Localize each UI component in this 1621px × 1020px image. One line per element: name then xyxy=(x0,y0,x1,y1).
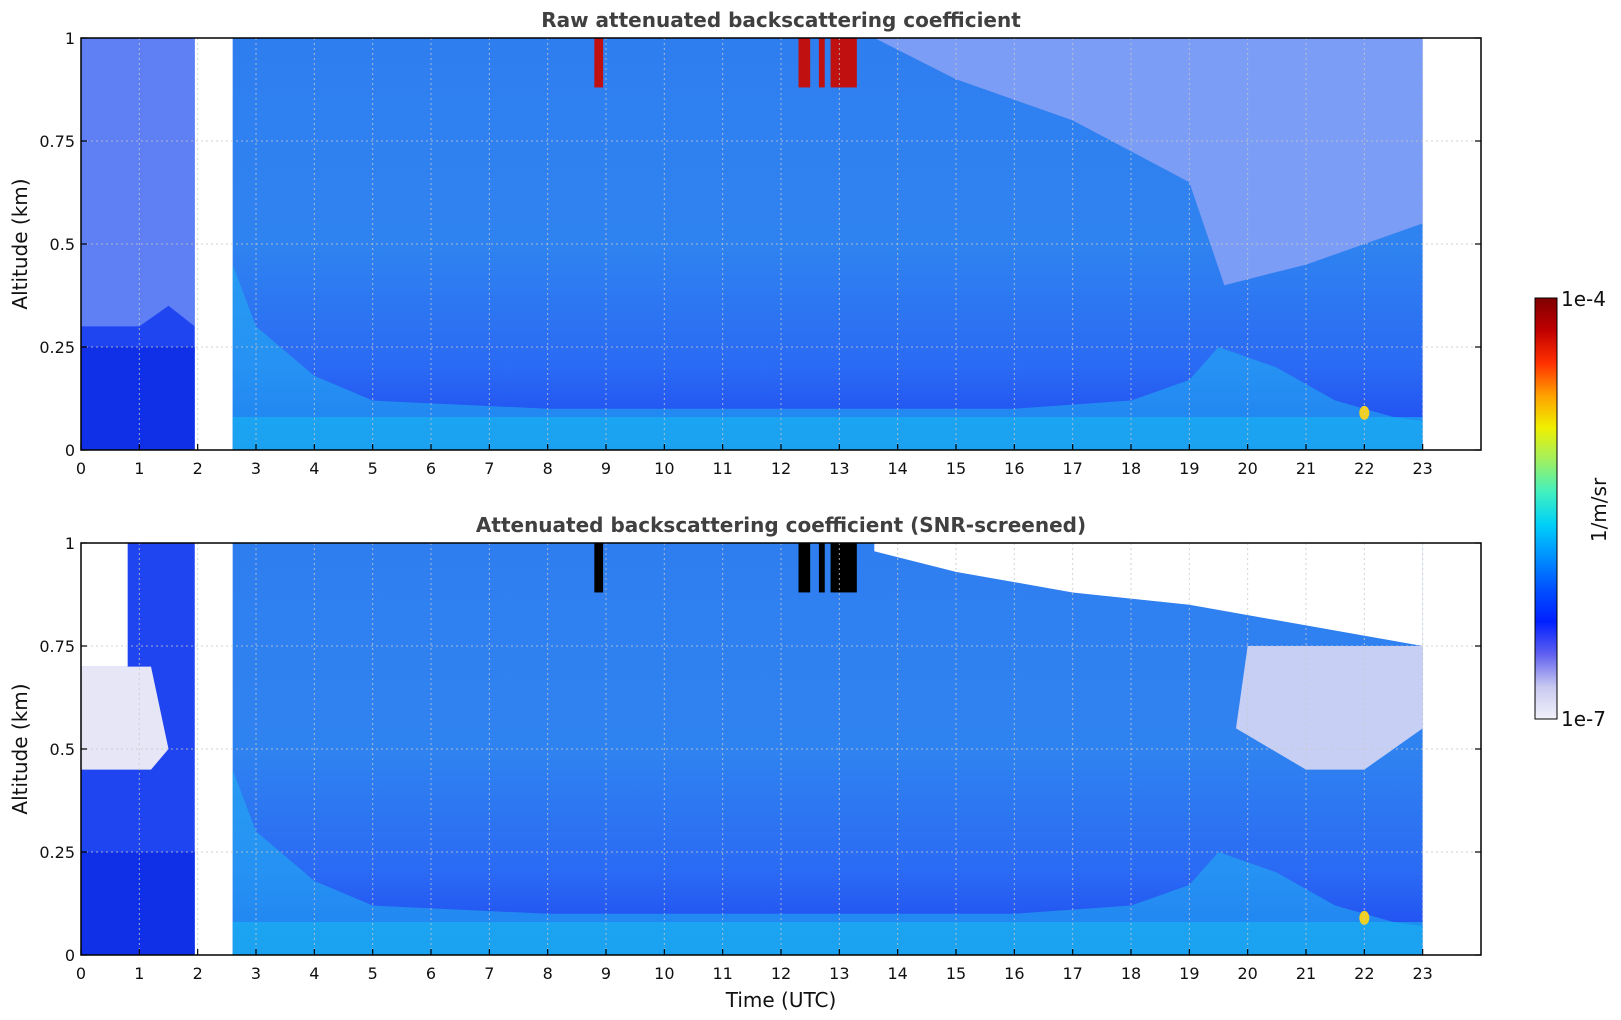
y-tick-label: 0.25 xyxy=(39,843,75,862)
x-tick-label: 19 xyxy=(1179,459,1199,478)
x-tick-label: 0 xyxy=(76,459,86,478)
x-tick-label: 18 xyxy=(1121,964,1141,983)
x-tick-label: 4 xyxy=(309,459,319,478)
y-ticks-screened: 0 0.25 0.5 0.75 1 xyxy=(39,534,1481,965)
x-tick-label: 9 xyxy=(601,964,611,983)
x-tick-label: 13 xyxy=(829,964,849,983)
night-layer xyxy=(81,347,195,450)
x-tick-label: 20 xyxy=(1237,459,1257,478)
x-tick-label: 4 xyxy=(309,964,319,983)
night-layer xyxy=(81,852,195,955)
x-tick-label: 15 xyxy=(946,459,966,478)
x-tick-label: 15 xyxy=(946,964,966,983)
colorbar: 1e-4 1e-7 1/m/sr xyxy=(1534,287,1611,731)
screened-out xyxy=(81,543,128,667)
x-tick-label: 16 xyxy=(1004,459,1024,478)
y-axis-label-screened: Altitude (km) xyxy=(8,683,32,814)
colorbar-max-label: 1e-4 xyxy=(1561,287,1606,311)
high-backscatter-column xyxy=(594,38,604,88)
high-backscatter-column xyxy=(594,543,604,593)
colorbar-gradient xyxy=(1534,297,1558,720)
x-tick-label: 18 xyxy=(1121,459,1141,478)
x-tick-label: 8 xyxy=(543,459,553,478)
x-tick-label: 17 xyxy=(1062,964,1082,983)
x-tick-label: 0 xyxy=(76,964,86,983)
low-snr-layer xyxy=(81,666,169,770)
x-tick-label: 7 xyxy=(484,459,494,478)
panel-title-screened: Attenuated backscattering coefficient (S… xyxy=(476,513,1086,537)
y-tick-label: 0.5 xyxy=(50,740,75,759)
high-backscatter-column xyxy=(830,543,857,593)
x-tick-label: 7 xyxy=(484,964,494,983)
panel-title-raw: Raw attenuated backscattering coefficien… xyxy=(541,8,1021,32)
high-backscatter-column xyxy=(830,38,857,88)
x-tick-label: 2 xyxy=(193,964,203,983)
x-tick-label: 20 xyxy=(1237,964,1257,983)
y-tick-label: 0.75 xyxy=(39,132,75,151)
x-ticks-raw: 0 1 2 3 4 5 6 7 8 9 10 11 12 13 14 15 16 17 18 19 20 21 22 23 xyxy=(76,444,1433,478)
aerosol-plume xyxy=(1359,405,1370,420)
screened-out xyxy=(874,543,1423,646)
x-tick-label: 19 xyxy=(1179,964,1199,983)
y-axis-label-raw: Altitude (km) xyxy=(8,178,32,309)
y-tick-label: 0 xyxy=(65,441,75,460)
x-tick-label: 14 xyxy=(887,964,907,983)
surface-layer xyxy=(232,922,1423,955)
x-tick-label: 10 xyxy=(654,964,674,983)
noise-region xyxy=(874,38,1423,286)
aerosol-plume xyxy=(1359,910,1370,925)
x-tick-label: 11 xyxy=(712,459,732,478)
x-tick-label: 1 xyxy=(134,964,144,983)
x-tick-label: 11 xyxy=(712,964,732,983)
y-tick-label: 1 xyxy=(65,29,75,48)
x-tick-label: 23 xyxy=(1412,459,1432,478)
x-tick-label: 3 xyxy=(251,459,261,478)
x-tick-label: 22 xyxy=(1354,459,1374,478)
y-tick-label: 0 xyxy=(65,946,75,965)
x-axis-label: Time (UTC) xyxy=(725,988,837,1012)
x-tick-label: 17 xyxy=(1062,459,1082,478)
noise-region xyxy=(81,38,195,327)
x-tick-label: 10 xyxy=(654,459,674,478)
y-ticks-raw: 0 0.25 0.5 0.75 1 xyxy=(39,29,1481,460)
boundary-layer xyxy=(232,769,1423,955)
x-tick-label: 5 xyxy=(368,964,378,983)
y-tick-label: 0.75 xyxy=(39,637,75,656)
x-tick-label: 2 xyxy=(193,459,203,478)
x-tick-label: 16 xyxy=(1004,964,1024,983)
low-snr-layer xyxy=(1236,646,1423,770)
x-tick-label: 3 xyxy=(251,964,261,983)
x-tick-label: 12 xyxy=(771,964,791,983)
x-tick-label: 1 xyxy=(134,459,144,478)
raw-backscatter-panel: Raw attenuated backscattering coefficien… xyxy=(8,8,1482,478)
x-tick-label: 5 xyxy=(368,459,378,478)
x-tick-label: 6 xyxy=(426,964,436,983)
y-tick-label: 1 xyxy=(65,534,75,553)
x-tick-label: 9 xyxy=(601,459,611,478)
x-tick-label: 14 xyxy=(887,459,907,478)
high-backscatter-column xyxy=(798,38,811,88)
y-tick-label: 0.5 xyxy=(50,235,75,254)
colorbar-min-label: 1e-7 xyxy=(1561,707,1606,731)
high-backscatter-column xyxy=(818,543,825,593)
x-tick-label: 21 xyxy=(1296,459,1316,478)
high-backscatter-column xyxy=(798,543,811,593)
high-backscatter-column xyxy=(818,38,825,88)
x-tick-label: 23 xyxy=(1412,964,1432,983)
surface-layer xyxy=(232,417,1423,450)
x-tick-label: 22 xyxy=(1354,964,1374,983)
boundary-layer xyxy=(232,264,1423,450)
x-tick-label: 12 xyxy=(771,459,791,478)
colorbar-unit-label: 1/m/sr xyxy=(1587,477,1611,542)
x-tick-label: 13 xyxy=(829,459,849,478)
x-tick-label: 21 xyxy=(1296,964,1316,983)
x-ticks-screened: 0 1 2 3 4 5 6 7 8 9 10 11 12 13 14 15 16 17 18 19 20 21 22 23 xyxy=(76,949,1433,983)
x-tick-label: 8 xyxy=(543,964,553,983)
screened-backscatter-panel: Attenuated backscattering coefficient (S… xyxy=(8,513,1482,1012)
y-tick-label: 0.25 xyxy=(39,338,75,357)
x-tick-label: 6 xyxy=(426,459,436,478)
